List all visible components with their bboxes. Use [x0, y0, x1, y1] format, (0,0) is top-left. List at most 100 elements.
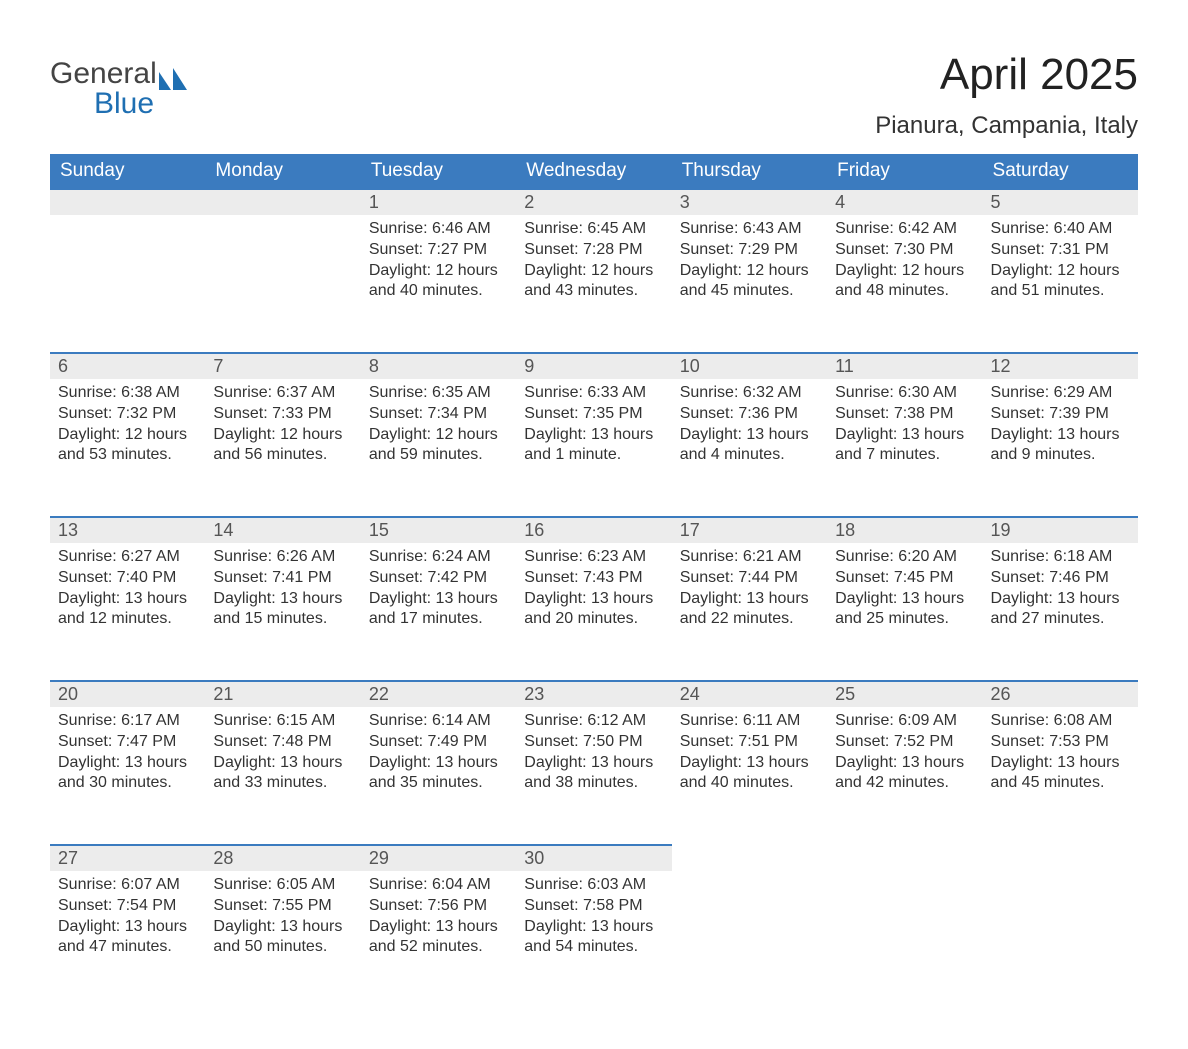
- day-number-cell: 13: [50, 517, 205, 543]
- day-cell-line: Daylight: 13 hours: [680, 753, 819, 774]
- day-cell-line: Sunrise: 6:04 AM: [369, 875, 508, 896]
- day-cell-line: Sunset: 7:52 PM: [835, 732, 974, 753]
- day-cell: Sunrise: 6:42 AMSunset: 7:30 PMDaylight:…: [827, 215, 982, 353]
- day-cell-line: and 12 minutes.: [58, 609, 197, 630]
- day-cell-line: Daylight: 13 hours: [991, 425, 1130, 446]
- day-cell: Sunrise: 6:32 AMSunset: 7:36 PMDaylight:…: [672, 379, 827, 517]
- day-cell-line: and 52 minutes.: [369, 937, 508, 958]
- day-number-cell: 3: [672, 189, 827, 215]
- day-cell-line: and 20 minutes.: [524, 609, 663, 630]
- daynum-row: 20212223242526: [50, 681, 1138, 707]
- day-cell-line: Daylight: 13 hours: [835, 425, 974, 446]
- day-cell-line: Daylight: 13 hours: [213, 753, 352, 774]
- day-cell: Sunrise: 6:11 AMSunset: 7:51 PMDaylight:…: [672, 707, 827, 845]
- daynum-row: 6789101112: [50, 353, 1138, 379]
- day-cell: Sunrise: 6:08 AMSunset: 7:53 PMDaylight:…: [983, 707, 1138, 845]
- weekday-header: Thursday: [672, 154, 827, 189]
- day-cell-line: and 48 minutes.: [835, 281, 974, 302]
- day-cell-line: Sunset: 7:45 PM: [835, 568, 974, 589]
- weekday-header: Wednesday: [516, 154, 671, 189]
- day-cell-line: Daylight: 13 hours: [680, 425, 819, 446]
- day-cell-line: Daylight: 13 hours: [213, 917, 352, 938]
- day-content-row: Sunrise: 6:07 AMSunset: 7:54 PMDaylight:…: [50, 871, 1138, 1009]
- day-cell-line: and 30 minutes.: [58, 773, 197, 794]
- day-cell: Sunrise: 6:07 AMSunset: 7:54 PMDaylight:…: [50, 871, 205, 1009]
- day-cell: Sunrise: 6:43 AMSunset: 7:29 PMDaylight:…: [672, 215, 827, 353]
- day-cell-line: Sunrise: 6:09 AM: [835, 711, 974, 732]
- day-cell-line: Daylight: 13 hours: [58, 589, 197, 610]
- day-cell-line: and 40 minutes.: [369, 281, 508, 302]
- day-cell-line: Sunset: 7:49 PM: [369, 732, 508, 753]
- day-number-cell: 2: [516, 189, 671, 215]
- day-content-row: Sunrise: 6:17 AMSunset: 7:47 PMDaylight:…: [50, 707, 1138, 845]
- day-cell: Sunrise: 6:23 AMSunset: 7:43 PMDaylight:…: [516, 543, 671, 681]
- day-cell-line: and 35 minutes.: [369, 773, 508, 794]
- day-cell-line: Sunset: 7:39 PM: [991, 404, 1130, 425]
- day-cell-line: Sunset: 7:33 PM: [213, 404, 352, 425]
- day-cell-line: Sunrise: 6:46 AM: [369, 219, 508, 240]
- day-number-cell: 20: [50, 681, 205, 707]
- daynum-row: 12345: [50, 189, 1138, 215]
- day-cell-line: Sunset: 7:53 PM: [991, 732, 1130, 753]
- day-cell: Sunrise: 6:03 AMSunset: 7:58 PMDaylight:…: [516, 871, 671, 1009]
- day-cell-line: and 45 minutes.: [991, 773, 1130, 794]
- day-cell-line: and 38 minutes.: [524, 773, 663, 794]
- day-cell-line: Sunset: 7:56 PM: [369, 896, 508, 917]
- day-cell-line: Sunset: 7:43 PM: [524, 568, 663, 589]
- day-cell-line: Sunset: 7:48 PM: [213, 732, 352, 753]
- day-cell-line: Sunrise: 6:42 AM: [835, 219, 974, 240]
- day-number-cell: 12: [983, 353, 1138, 379]
- day-cell-line: Daylight: 12 hours: [58, 425, 197, 446]
- day-cell: [50, 215, 205, 353]
- day-cell-line: and 47 minutes.: [58, 937, 197, 958]
- daynum-row: 13141516171819: [50, 517, 1138, 543]
- day-cell-line: Sunset: 7:30 PM: [835, 240, 974, 261]
- day-cell-line: and 17 minutes.: [369, 609, 508, 630]
- day-cell-line: Sunrise: 6:17 AM: [58, 711, 197, 732]
- day-cell-line: and 51 minutes.: [991, 281, 1130, 302]
- day-number-cell: 26: [983, 681, 1138, 707]
- day-number-cell: 11: [827, 353, 982, 379]
- day-cell-line: Daylight: 12 hours: [680, 261, 819, 282]
- day-cell: [827, 871, 982, 1009]
- day-cell-line: and 25 minutes.: [835, 609, 974, 630]
- day-cell-line: Sunrise: 6:21 AM: [680, 547, 819, 568]
- day-number-cell: 10: [672, 353, 827, 379]
- day-number-cell: 16: [516, 517, 671, 543]
- weekday-header: Monday: [205, 154, 360, 189]
- day-number-cell: 14: [205, 517, 360, 543]
- day-cell: Sunrise: 6:26 AMSunset: 7:41 PMDaylight:…: [205, 543, 360, 681]
- calendar-table: Sunday Monday Tuesday Wednesday Thursday…: [50, 154, 1138, 1009]
- day-cell-line: Sunset: 7:28 PM: [524, 240, 663, 261]
- day-cell: [672, 871, 827, 1009]
- day-content-row: Sunrise: 6:38 AMSunset: 7:32 PMDaylight:…: [50, 379, 1138, 517]
- month-title: April 2025: [875, 50, 1138, 100]
- day-number-cell: [205, 189, 360, 215]
- day-cell-line: Daylight: 13 hours: [58, 917, 197, 938]
- day-number-cell: 21: [205, 681, 360, 707]
- day-cell-line: and 9 minutes.: [991, 445, 1130, 466]
- day-cell-line: Daylight: 13 hours: [58, 753, 197, 774]
- day-cell-line: and 54 minutes.: [524, 937, 663, 958]
- day-number-cell: 5: [983, 189, 1138, 215]
- weekday-header: Saturday: [983, 154, 1138, 189]
- day-cell: Sunrise: 6:35 AMSunset: 7:34 PMDaylight:…: [361, 379, 516, 517]
- day-cell-line: Sunset: 7:35 PM: [524, 404, 663, 425]
- day-number-cell: 7: [205, 353, 360, 379]
- day-cell: Sunrise: 6:37 AMSunset: 7:33 PMDaylight:…: [205, 379, 360, 517]
- day-number-cell: 9: [516, 353, 671, 379]
- location-subtitle: Pianura, Campania, Italy: [875, 112, 1138, 140]
- day-cell-line: Sunrise: 6:37 AM: [213, 383, 352, 404]
- day-cell: Sunrise: 6:40 AMSunset: 7:31 PMDaylight:…: [983, 215, 1138, 353]
- day-cell-line: Daylight: 13 hours: [835, 753, 974, 774]
- day-number-cell: 30: [516, 845, 671, 871]
- day-cell-line: and 27 minutes.: [991, 609, 1130, 630]
- day-cell-line: Sunset: 7:32 PM: [58, 404, 197, 425]
- page-header: General Blue April 2025 Pianura, Campani…: [50, 50, 1138, 140]
- day-cell-line: Sunset: 7:29 PM: [680, 240, 819, 261]
- day-cell-line: and 59 minutes.: [369, 445, 508, 466]
- day-number-cell: 17: [672, 517, 827, 543]
- day-cell: [983, 871, 1138, 1009]
- day-cell-line: Sunrise: 6:45 AM: [524, 219, 663, 240]
- day-cell: Sunrise: 6:17 AMSunset: 7:47 PMDaylight:…: [50, 707, 205, 845]
